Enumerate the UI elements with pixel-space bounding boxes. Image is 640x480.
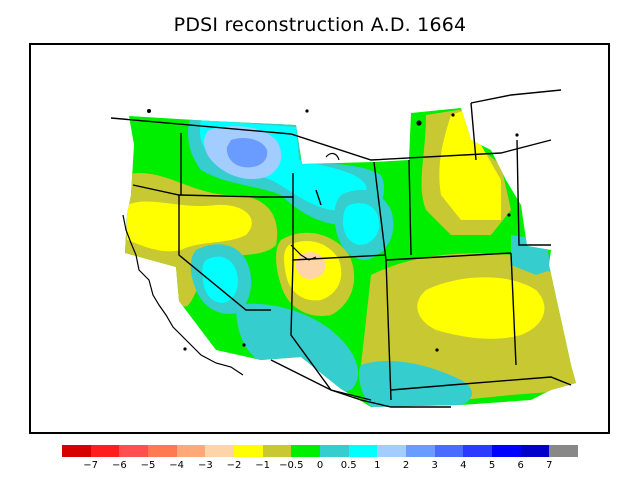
contour-dry-se — [417, 277, 545, 339]
nm-texas-border — [385, 259, 392, 401]
legend-swatch — [434, 445, 464, 457]
wyoming-nebraska-border — [408, 159, 412, 256]
color-legend: −7 −6 −5 −4 −3 −2 −1 −0.5 0 0.5 1 2 3 4 5 6 7 — [62, 445, 579, 479]
lake-2 — [305, 109, 309, 113]
map-title: PDSI reconstruction A.D. 1664 — [173, 14, 467, 36]
utah-colorado-border — [373, 161, 387, 261]
contour-dry-ne — [439, 108, 501, 220]
oregon-border — [132, 173, 294, 198]
nebraska-border — [516, 139, 551, 246]
legend-swatch — [348, 445, 378, 457]
contour-very-dry-center — [295, 252, 326, 279]
lake-6 — [507, 213, 511, 217]
legend-tick-label: 0.5 — [340, 460, 357, 471]
legend-swatch — [90, 445, 120, 457]
legend-tick-label: 0 — [316, 460, 324, 471]
pacific-coastline — [122, 152, 340, 376]
legend-tick-label: −3 — [197, 460, 213, 471]
legend-swatch — [406, 445, 435, 457]
nevada-border — [178, 195, 271, 311]
legend-tick-label: −5 — [140, 460, 156, 471]
legend-tick-label: −1 — [255, 460, 271, 471]
texas-border — [390, 376, 572, 391]
state-boundaries — [110, 89, 572, 408]
lake-salton — [290, 244, 317, 261]
lake-1 — [147, 109, 151, 113]
dakota-border — [470, 102, 477, 161]
lake-9 — [242, 343, 246, 347]
legend-tick-label: 4 — [460, 460, 467, 471]
legend-tick-label: 3 — [431, 460, 438, 471]
legend-bar — [62, 445, 579, 457]
legend-tick-label: −2 — [226, 460, 242, 471]
legend-swatch — [234, 445, 263, 457]
legend-swatch — [62, 445, 91, 457]
legend-swatch — [119, 445, 149, 457]
legend-tick-label: −4 — [169, 460, 185, 471]
legend-swatch — [320, 445, 349, 457]
lake-8 — [183, 347, 187, 351]
lake-great-salt — [325, 152, 340, 161]
legend-swatch — [148, 445, 177, 457]
northern-boundary — [470, 89, 562, 104]
legend-swatch — [291, 445, 321, 457]
colorado-southern — [385, 252, 512, 261]
legend-swatch — [549, 445, 579, 457]
legend-swatch — [377, 445, 407, 457]
legend-swatch — [492, 445, 521, 457]
contour-moist-mid — [343, 203, 380, 245]
mexico-border — [270, 359, 451, 408]
legend-swatch — [520, 445, 550, 457]
lake-7 — [435, 348, 439, 352]
legend-swatch — [262, 445, 292, 457]
legend-swatch — [176, 445, 206, 457]
coastline-path — [122, 214, 244, 376]
contour-slightly-moist-se — [359, 360, 472, 407]
border-segment-arizona — [315, 189, 322, 206]
legend-swatch — [205, 445, 235, 457]
contour-dry-west — [127, 201, 252, 252]
contour-moist-sw — [202, 256, 238, 303]
arizona-nm-border — [290, 259, 372, 401]
legend-swatch — [463, 445, 493, 457]
lakes — [147, 109, 519, 352]
legend-tick-label: −0.5 — [279, 460, 304, 471]
colorado-kansas-border — [510, 252, 517, 366]
legend-tick-label: −6 — [111, 460, 127, 471]
lake-4 — [451, 113, 455, 117]
contour-slightly-moist-south — [236, 303, 359, 392]
pdsi-map — [110, 89, 576, 408]
legend-tick-label: 7 — [546, 460, 553, 471]
legend-tick-label: 1 — [374, 460, 381, 471]
lake-5 — [515, 133, 519, 137]
map-frame — [29, 43, 610, 434]
legend-tick-label: 5 — [488, 460, 496, 471]
legend-tick-label: 6 — [517, 460, 524, 471]
legend-tick-label: 2 — [402, 460, 410, 471]
lake-3 — [416, 120, 422, 126]
legend-tick-label: −7 — [83, 460, 99, 471]
contour-very-wet-north — [226, 138, 268, 168]
